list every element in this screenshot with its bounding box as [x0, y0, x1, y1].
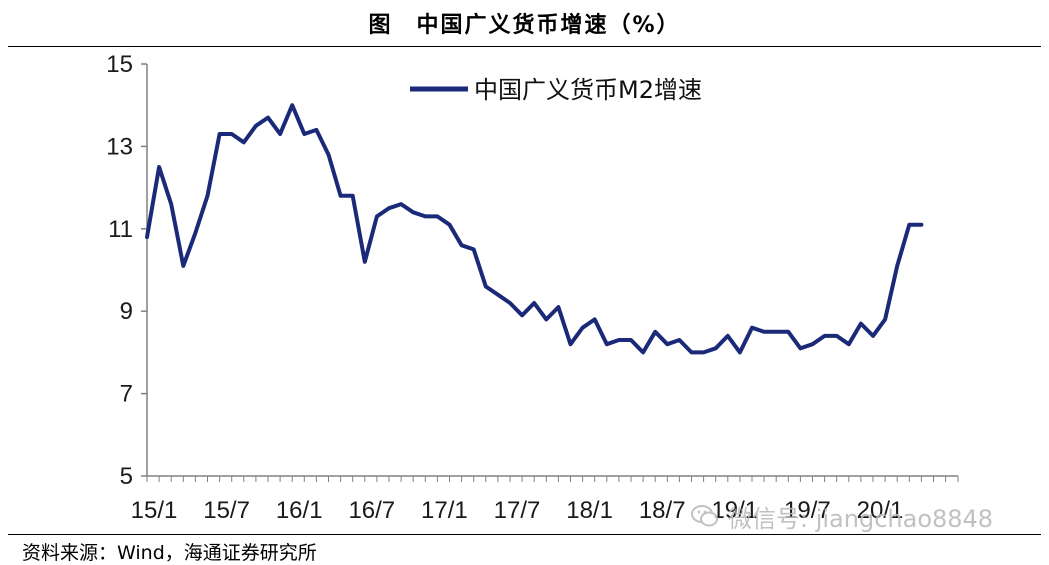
axes	[147, 64, 958, 476]
x-tick-label: 16/7	[348, 497, 395, 524]
x-tick-label: 17/1	[421, 497, 468, 524]
wechat-icon	[690, 501, 720, 531]
x-tick-label: 16/1	[276, 497, 323, 524]
series-line-m2	[147, 105, 921, 352]
x-tick-label: 18/1	[566, 497, 613, 524]
watermark-text: 微信号: jiangchao8848	[728, 499, 993, 534]
watermark: 微信号: jiangchao8848	[690, 498, 993, 534]
y-tick-label: 13	[106, 133, 133, 160]
x-tick-label: 17/7	[494, 497, 541, 524]
y-tick-label: 7	[120, 381, 133, 408]
y-tick-label: 11	[108, 216, 133, 243]
x-tick-label: 15/7	[203, 497, 250, 524]
legend-label: 中国广义货币M2增速	[474, 76, 702, 104]
y-tick-label: 5	[120, 463, 133, 490]
y-tick-label: 9	[120, 298, 133, 325]
y-tick-label: 15	[106, 51, 133, 78]
series-layer	[147, 105, 921, 352]
x-tick-label: 18/7	[639, 497, 686, 524]
bottom-rule	[8, 534, 1041, 535]
legend: 中国广义货币M2增速	[410, 76, 702, 104]
x-tick-label: 15/1	[131, 497, 178, 524]
source-note: 资料来源：Wind，海通证券研究所	[22, 538, 317, 565]
y-axis-ticks: 5 7 9 11 13 15	[106, 51, 147, 490]
